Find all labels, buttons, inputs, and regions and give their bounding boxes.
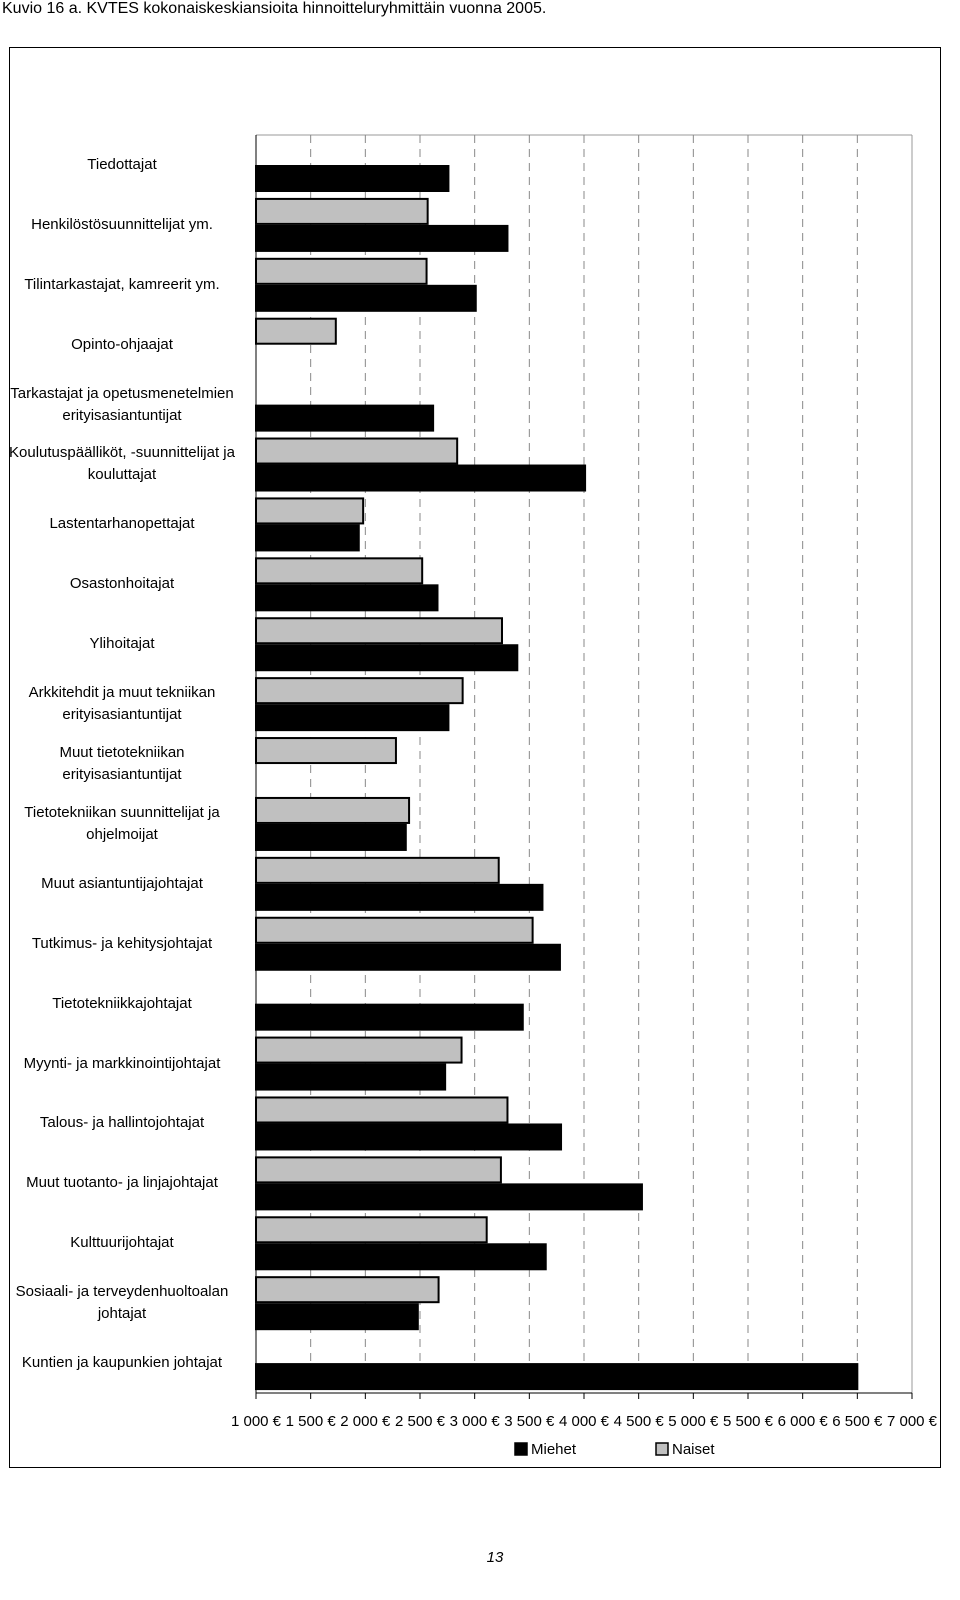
bar <box>255 823 407 851</box>
y-tick-label: Tiedottajat <box>87 155 157 173</box>
y-tick-label: Muut asiantuntijajohtajat <box>41 874 203 892</box>
y-tick-label: Tutkimus- ja kehitysjohtajat <box>31 934 213 952</box>
bar <box>255 1183 643 1211</box>
bar <box>255 404 435 432</box>
bar <box>255 704 450 732</box>
bar <box>255 1363 859 1391</box>
x-tick-label: 2 500 € <box>395 1413 446 1430</box>
x-tick-label: 5 000 € <box>668 1413 719 1430</box>
bar <box>255 943 561 971</box>
bar <box>255 883 544 911</box>
page-number: 13 <box>487 1549 504 1566</box>
bar <box>255 916 534 944</box>
bar <box>255 464 587 492</box>
x-tick-label: 6 500 € <box>832 1413 883 1430</box>
bar <box>255 1243 547 1271</box>
legend-swatch <box>514 1442 528 1456</box>
bar <box>255 856 500 884</box>
bar <box>255 197 429 225</box>
x-tick-label: 7 000 € <box>887 1413 938 1430</box>
bar <box>255 1276 440 1304</box>
y-tick-label: Lastentarhanopettajat <box>49 515 195 533</box>
y-tick-label: Tietotekniikkajohtajat <box>52 994 192 1012</box>
bar <box>255 1216 488 1244</box>
bar <box>255 497 365 525</box>
bar <box>255 617 503 645</box>
x-tick-label: 2 000 € <box>340 1413 391 1430</box>
x-tick-label: 3 500 € <box>504 1413 555 1430</box>
bar <box>255 284 477 312</box>
x-tick-label: 3 000 € <box>450 1413 501 1430</box>
legend-label: Naiset <box>672 1441 715 1458</box>
y-tick-label: Kuntien ja kaupunkien johtajat <box>21 1354 223 1372</box>
y-tick-label: Myynti- ja markkinointijohtajat <box>23 1054 221 1072</box>
bar <box>255 737 397 765</box>
x-tick-label: 6 000 € <box>778 1413 829 1430</box>
x-tick-label: 5 500 € <box>723 1413 774 1430</box>
y-tick-label: Tarkastajat ja opetusmenetelmien erityis… <box>10 384 234 424</box>
y-tick-label: Tilintarkastajat, kamreerit ym. <box>24 275 220 293</box>
y-tick-label: Muut tietotekniikan erityisasiantuntijat <box>59 744 185 783</box>
bar <box>255 257 428 285</box>
y-tick-label: Sosiaali- ja terveydenhuoltoalan johtaja… <box>15 1283 229 1323</box>
legend-swatch <box>655 1442 669 1456</box>
bar <box>255 1123 563 1151</box>
y-tick-label: Muut tuotanto- ja linjajohtajat <box>26 1174 218 1192</box>
figure-title: Kuvio 16 a. KVTES kokonaiskeskiansioita … <box>2 0 547 17</box>
bar <box>255 224 509 252</box>
y-tick-label: Talous- ja hallintojohtajat <box>39 1114 205 1132</box>
legend-label: Miehet <box>531 1441 577 1458</box>
bar <box>255 1003 524 1031</box>
bar <box>255 1096 509 1124</box>
bar <box>255 557 424 585</box>
bar <box>255 165 450 192</box>
chart-frame <box>9 47 941 1468</box>
x-tick-label: 4 000 € <box>559 1413 610 1430</box>
bar <box>255 317 337 345</box>
bar <box>255 1303 419 1331</box>
y-tick-label: Henkilöstösuunnittelijat ym. <box>31 215 213 233</box>
x-tick-label: 1 000 € <box>231 1413 282 1430</box>
y-tick-label: Opinto-ohjaajat <box>71 335 173 353</box>
y-tick-label: Arkkitehdit ja muut tekniikan erityisasi… <box>28 684 216 724</box>
y-tick-label: Ylihoitajat <box>89 635 155 653</box>
y-tick-label: Koulutuspäälliköt, -suunnittelijat ja ko… <box>9 444 235 484</box>
y-tick-label: Tietotekniikan suunnittelijat ja ohjelmo… <box>24 803 220 843</box>
bar <box>255 1063 447 1091</box>
bar <box>255 437 459 465</box>
bar <box>255 584 439 612</box>
y-tick-label: Osastonhoitajat <box>69 575 175 593</box>
bar <box>255 1036 463 1064</box>
bar <box>255 796 411 824</box>
bar <box>255 1156 502 1184</box>
y-tick-label: Kulttuurijohtajat <box>70 1234 174 1252</box>
x-tick-label: 4 500 € <box>614 1413 665 1430</box>
x-tick-label: 1 500 € <box>286 1413 337 1430</box>
bar <box>255 677 464 705</box>
bar <box>255 644 519 672</box>
bar <box>255 524 360 552</box>
